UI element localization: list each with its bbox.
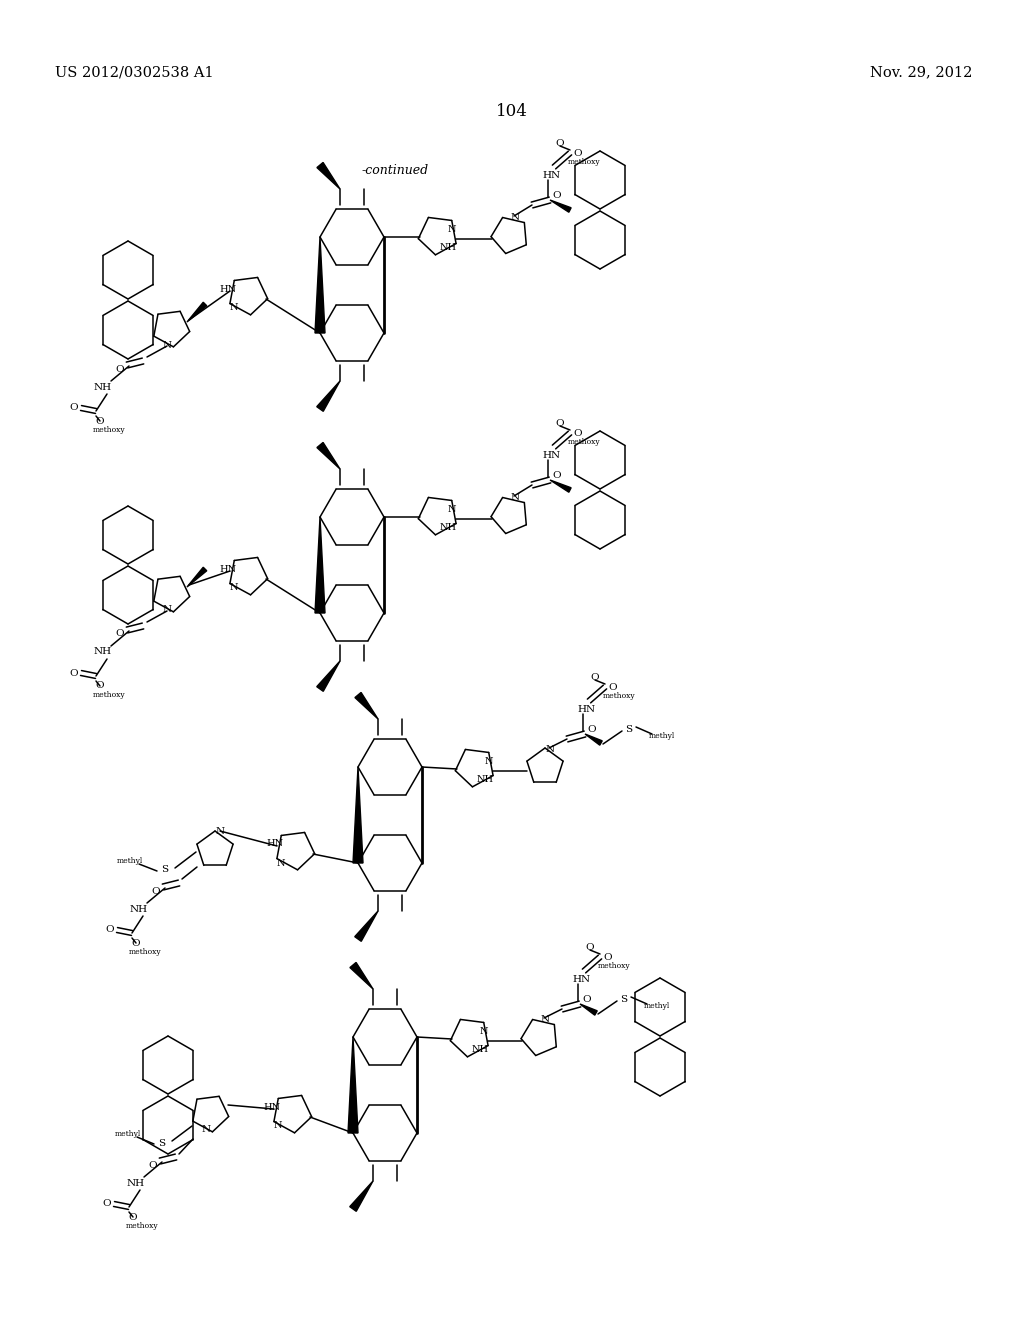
Polygon shape <box>316 162 340 189</box>
Polygon shape <box>585 734 602 746</box>
Polygon shape <box>187 302 207 322</box>
Text: N: N <box>229 304 239 313</box>
Text: methoxy: methoxy <box>93 690 125 700</box>
Text: NH: NH <box>439 524 457 532</box>
Text: HN: HN <box>578 705 596 714</box>
Text: NH: NH <box>94 383 112 392</box>
Text: HN: HN <box>219 565 237 573</box>
Text: N: N <box>163 341 172 350</box>
Text: HN: HN <box>543 170 561 180</box>
Text: HN: HN <box>543 450 561 459</box>
Text: methoxy: methoxy <box>129 948 162 956</box>
Polygon shape <box>316 661 340 692</box>
Text: methoxy: methoxy <box>567 438 600 446</box>
Text: S: S <box>162 866 169 874</box>
Text: methyl: methyl <box>117 857 143 865</box>
Text: O: O <box>591 672 599 681</box>
Text: N: N <box>202 1126 211 1134</box>
Text: O: O <box>152 887 161 896</box>
Text: O: O <box>604 953 612 961</box>
Polygon shape <box>350 1181 373 1212</box>
Text: NH: NH <box>94 648 112 656</box>
Text: N: N <box>229 583 239 593</box>
Text: N: N <box>546 744 555 754</box>
Text: O: O <box>95 417 104 425</box>
Text: N: N <box>541 1015 550 1023</box>
Polygon shape <box>315 517 325 612</box>
Polygon shape <box>550 201 571 213</box>
Text: N: N <box>480 1027 488 1035</box>
Text: O: O <box>116 364 124 374</box>
Text: NH: NH <box>439 243 457 252</box>
Text: 104: 104 <box>496 103 528 120</box>
Text: N: N <box>447 224 457 234</box>
Text: O: O <box>116 630 124 639</box>
Text: O: O <box>583 994 591 1003</box>
Text: methoxy: methoxy <box>598 962 631 970</box>
Text: methoxy: methoxy <box>567 158 600 166</box>
Text: O: O <box>132 939 140 948</box>
Polygon shape <box>580 1005 597 1015</box>
Text: O: O <box>102 1200 112 1209</box>
Text: O: O <box>105 925 115 935</box>
Polygon shape <box>316 442 340 469</box>
Text: US 2012/0302538 A1: US 2012/0302538 A1 <box>55 65 214 79</box>
Text: methyl: methyl <box>115 1130 141 1138</box>
Polygon shape <box>353 767 362 863</box>
Text: O: O <box>586 942 594 952</box>
Text: O: O <box>573 429 583 437</box>
Text: O: O <box>70 668 78 677</box>
Text: N: N <box>273 1122 283 1130</box>
Text: O: O <box>588 725 596 734</box>
Text: methyl: methyl <box>649 733 675 741</box>
Text: O: O <box>573 149 583 157</box>
Text: HN: HN <box>219 285 237 293</box>
Text: HN: HN <box>266 840 284 849</box>
Text: N: N <box>215 828 224 837</box>
Polygon shape <box>350 962 373 989</box>
Polygon shape <box>550 480 571 492</box>
Text: O: O <box>553 190 561 199</box>
Text: O: O <box>556 139 564 148</box>
Text: N: N <box>484 756 494 766</box>
Text: methoxy: methoxy <box>126 1222 159 1230</box>
Text: N: N <box>510 492 519 502</box>
Text: O: O <box>553 470 561 479</box>
Text: S: S <box>626 725 633 734</box>
Polygon shape <box>348 1038 358 1133</box>
Text: N: N <box>276 858 286 867</box>
Text: O: O <box>608 682 617 692</box>
Text: O: O <box>70 404 78 412</box>
Polygon shape <box>187 568 207 587</box>
Text: NH: NH <box>471 1045 488 1055</box>
Text: S: S <box>621 994 628 1003</box>
Polygon shape <box>354 911 378 941</box>
Text: O: O <box>95 681 104 690</box>
Text: N: N <box>163 606 172 615</box>
Polygon shape <box>355 693 378 719</box>
Text: O: O <box>148 1162 158 1171</box>
Text: N: N <box>447 504 457 513</box>
Text: NH: NH <box>476 776 494 784</box>
Text: O: O <box>129 1213 137 1221</box>
Polygon shape <box>315 238 325 333</box>
Text: HN: HN <box>573 974 591 983</box>
Text: S: S <box>159 1138 166 1147</box>
Text: -continued: -continued <box>361 164 429 177</box>
Text: NH: NH <box>130 904 148 913</box>
Text: N: N <box>510 213 519 222</box>
Text: methyl: methyl <box>644 1002 670 1010</box>
Text: HN: HN <box>263 1102 281 1111</box>
Text: methoxy: methoxy <box>93 426 125 434</box>
Polygon shape <box>316 381 340 412</box>
Text: O: O <box>556 418 564 428</box>
Text: methoxy: methoxy <box>603 692 635 700</box>
Text: Nov. 29, 2012: Nov. 29, 2012 <box>870 65 973 79</box>
Text: NH: NH <box>127 1179 145 1188</box>
